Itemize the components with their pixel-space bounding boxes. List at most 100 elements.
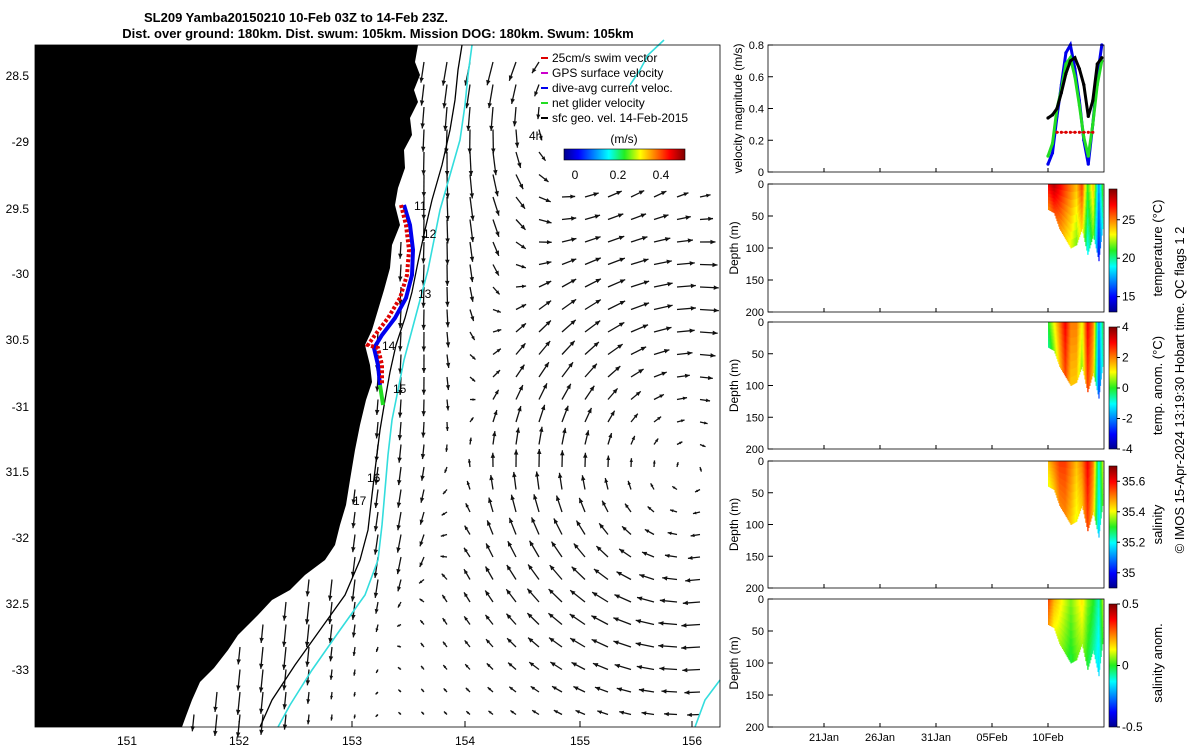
heatmap-cell — [1069, 215, 1071, 224]
heatmap-cell — [1095, 216, 1097, 225]
heatmap-cell — [1059, 212, 1061, 218]
data-point — [1064, 130, 1068, 134]
heatmap-cell — [1099, 478, 1101, 488]
heatmap-cell — [1079, 485, 1082, 493]
heatmap-cell — [1083, 494, 1085, 502]
heatmap-cell — [1094, 322, 1097, 330]
heatmap-cell — [1062, 347, 1065, 355]
heatmap-cell — [1076, 220, 1079, 228]
velocity-arrow — [259, 691, 264, 714]
heatmap-cell — [1102, 338, 1104, 345]
heatmap-cell — [1094, 221, 1097, 230]
heatmap-cell — [1093, 467, 1096, 476]
heatmap-cell — [1072, 207, 1074, 216]
heatmap-cell — [1063, 612, 1066, 620]
heatmap-cell — [1049, 197, 1052, 201]
heatmap-cell — [1069, 507, 1071, 516]
heatmap-cell — [1048, 200, 1051, 204]
heatmap-cell — [1048, 325, 1051, 329]
velocity-arrow — [465, 687, 471, 693]
heatmap-cell — [1085, 653, 1087, 662]
velocity-arrow — [492, 308, 502, 313]
velocity-arrow — [676, 373, 690, 378]
velocity-arrow — [613, 617, 632, 626]
day-label-11: 11 — [414, 199, 427, 213]
heatmap-cell — [1069, 376, 1071, 385]
heatmap-cell — [1056, 184, 1058, 189]
heatmap-cell — [1087, 184, 1089, 194]
velocity-arrow — [526, 612, 540, 625]
heatmap-cell — [1086, 632, 1088, 641]
heatmap-cell — [1056, 608, 1058, 614]
heatmap-cell — [1098, 341, 1100, 351]
heatmap-cell — [1067, 606, 1069, 615]
heatmap-cell — [1083, 474, 1085, 482]
heatmap-cell — [1095, 484, 1097, 494]
data-point — [1055, 130, 1059, 134]
heatmap-cell — [1048, 611, 1050, 616]
velocity-arrow — [630, 346, 647, 356]
heatmap-cell — [1053, 336, 1055, 341]
heatmap-cell — [1056, 599, 1058, 604]
heatmap-cell — [1098, 241, 1100, 252]
heatmap-cell — [1096, 469, 1098, 479]
heatmap-cell — [1095, 599, 1097, 608]
heatmap-cell — [1051, 612, 1054, 617]
heatmap-cell — [1085, 222, 1087, 231]
heatmap-cell — [1070, 468, 1072, 478]
data-point — [1073, 130, 1077, 134]
heatmap-cell — [1090, 227, 1093, 235]
velocity-arrow — [328, 646, 334, 662]
heatmap-cell — [1078, 645, 1081, 653]
heatmap-cell — [1064, 501, 1067, 509]
heatmap-cell — [1064, 599, 1067, 607]
y-tick-label: 100 — [746, 381, 764, 393]
velocity-arrow — [396, 534, 402, 553]
heatmap-cell — [1084, 475, 1086, 483]
velocity-arrow — [573, 543, 586, 558]
heatmap-cell — [1063, 328, 1066, 336]
heatmap-cell — [1058, 481, 1060, 488]
heatmap-cell — [1058, 327, 1060, 333]
heatmap-cell — [1077, 502, 1080, 510]
velocity-arrow — [515, 364, 525, 378]
heatmap-cell — [1091, 605, 1094, 613]
heatmap-cell — [1080, 599, 1083, 606]
heatmap-cell — [1062, 497, 1064, 505]
colorbar — [1108, 465, 1118, 589]
y-axis-label: velocity magnitude (m/s) — [731, 43, 745, 173]
velocity-arrow — [421, 286, 426, 308]
heatmap-cell — [1078, 217, 1081, 224]
heatmap-cell — [1084, 198, 1086, 206]
heatmap-cell — [1076, 337, 1078, 345]
velocity-arrow — [492, 174, 499, 197]
heatmap-cell — [1101, 461, 1103, 468]
heatmap-cell — [1071, 191, 1073, 201]
heatmap-cell — [1081, 466, 1083, 473]
heatmap-cell — [1058, 332, 1060, 339]
heatmap-cell — [1062, 473, 1065, 481]
velocity-arrow — [397, 466, 402, 486]
heatmap-cell — [1083, 230, 1085, 238]
data-point — [1046, 116, 1050, 120]
heatmap-cell — [1069, 492, 1071, 501]
heatmap-cell — [1068, 329, 1070, 338]
heatmap-cell — [1098, 480, 1100, 490]
heatmap-cell — [1053, 205, 1055, 210]
heatmap-cell — [1076, 336, 1079, 344]
heatmap-cell — [1048, 618, 1051, 623]
data-point — [1082, 135, 1086, 139]
heatmap-cell — [1057, 336, 1059, 342]
heatmap-cell — [1091, 474, 1094, 482]
velocity-arrow — [492, 219, 500, 238]
heatmap-cell — [1052, 201, 1055, 206]
heatmap-cell — [1102, 604, 1104, 611]
heatmap-cell — [1053, 617, 1055, 621]
time-axis: 21Jan 26Jan 31Jan 05Feb 10Feb — [809, 732, 1064, 744]
heatmap-cell — [1067, 512, 1069, 521]
velocity-arrow — [398, 264, 403, 282]
heatmap-cell — [1076, 483, 1078, 492]
heatmap-cell — [1098, 508, 1100, 519]
colorbar-tick-0: 0 — [572, 168, 579, 182]
heatmap-cell — [1096, 243, 1098, 253]
